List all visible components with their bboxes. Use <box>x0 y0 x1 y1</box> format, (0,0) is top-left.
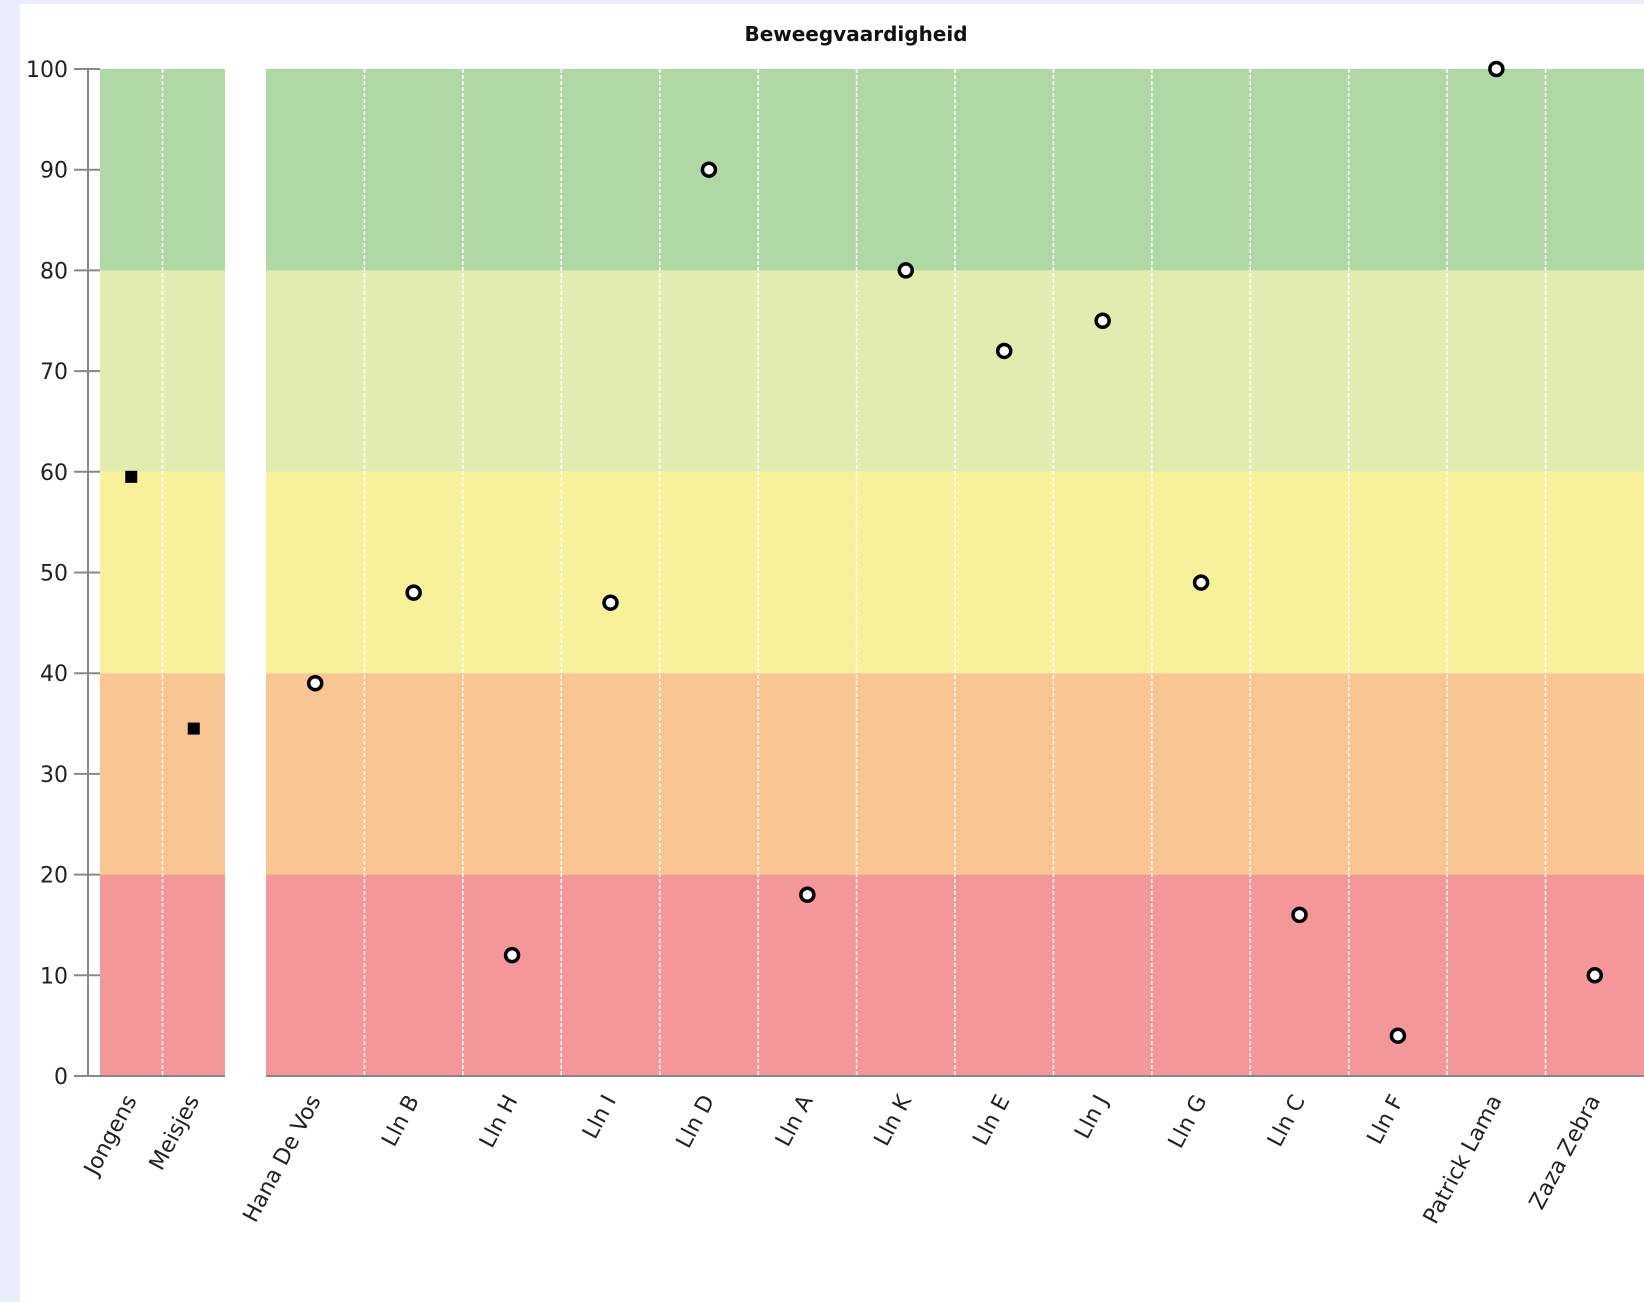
x-tick-label: Lln C <box>1263 1091 1311 1151</box>
student-score-marker <box>503 946 521 964</box>
x-tick-label: Hana De Vos <box>239 1091 327 1227</box>
y-tick-label: 60 <box>40 461 68 486</box>
student-score-marker <box>995 342 1013 360</box>
band-layer <box>100 69 1644 1076</box>
chart-title: Beweegvaardigheid <box>744 22 967 46</box>
x-tick-label: Lln I <box>578 1091 622 1143</box>
x-tick-label: Lln G <box>1164 1091 1213 1152</box>
x-tick-label: Jongens <box>79 1091 143 1181</box>
chart-panel: Beweegvaardigheid 0 10 20 30 40 50 60 70 80 90 100… <box>20 4 1644 1302</box>
student-score-marker <box>1488 60 1505 78</box>
y-axis: 0 10 20 30 40 50 60 70 80 90 100 <box>26 58 1644 1090</box>
x-tick-label: Lln A <box>771 1091 819 1151</box>
x-tick-label: Lln E <box>968 1091 1015 1150</box>
y-tick-label: 30 <box>40 763 68 788</box>
y-tick-label: 20 <box>40 864 68 889</box>
y-tick-label: 50 <box>40 562 68 587</box>
y-tick-label: 10 <box>40 964 68 989</box>
student-score-marker <box>1389 1027 1407 1044</box>
x-tick-label: Lln K <box>870 1091 918 1151</box>
y-tick-label: 0 <box>54 1065 68 1090</box>
student-score-marker <box>602 594 619 611</box>
student-score-marker <box>1192 574 1210 591</box>
x-tick-label: Meisjes <box>145 1091 205 1174</box>
student-score-marker <box>405 584 422 601</box>
y-tick-label: 80 <box>40 259 68 284</box>
x-tick-label: Lln B <box>377 1091 425 1151</box>
group-average-marker <box>187 722 200 735</box>
x-tick-label: Patrick Lama <box>1419 1091 1508 1228</box>
x-axis-labels: Jongens Meisjes Hana De Vos Lln B Lln H Lln I… <box>79 1091 1606 1229</box>
x-tick-label: Lln J <box>1070 1091 1114 1143</box>
student-score-marker <box>1094 312 1111 329</box>
chart-svg: Beweegvaardigheid 0 10 20 30 40 50 60 70 80 90 100… <box>26 22 1644 1229</box>
y-tick-label: 100 <box>26 58 68 83</box>
group-average-marker <box>125 470 138 483</box>
student-score-marker <box>799 886 816 903</box>
student-score-marker <box>306 675 324 692</box>
student-score-marker <box>1586 967 1604 984</box>
student-score-marker <box>1291 906 1308 924</box>
x-tick-label: Lln D <box>672 1091 720 1152</box>
student-score-marker <box>700 161 718 178</box>
x-tick-label: Lln F <box>1363 1091 1409 1149</box>
y-tick-label: 40 <box>40 662 68 687</box>
y-tick-label: 90 <box>40 159 68 184</box>
x-tick-label: Lln H <box>475 1091 523 1152</box>
data-points <box>125 60 1604 1044</box>
x-tick-label: Zaza Zebra <box>1525 1091 1606 1214</box>
y-tick-label: 70 <box>40 360 68 385</box>
student-score-marker <box>897 262 915 279</box>
